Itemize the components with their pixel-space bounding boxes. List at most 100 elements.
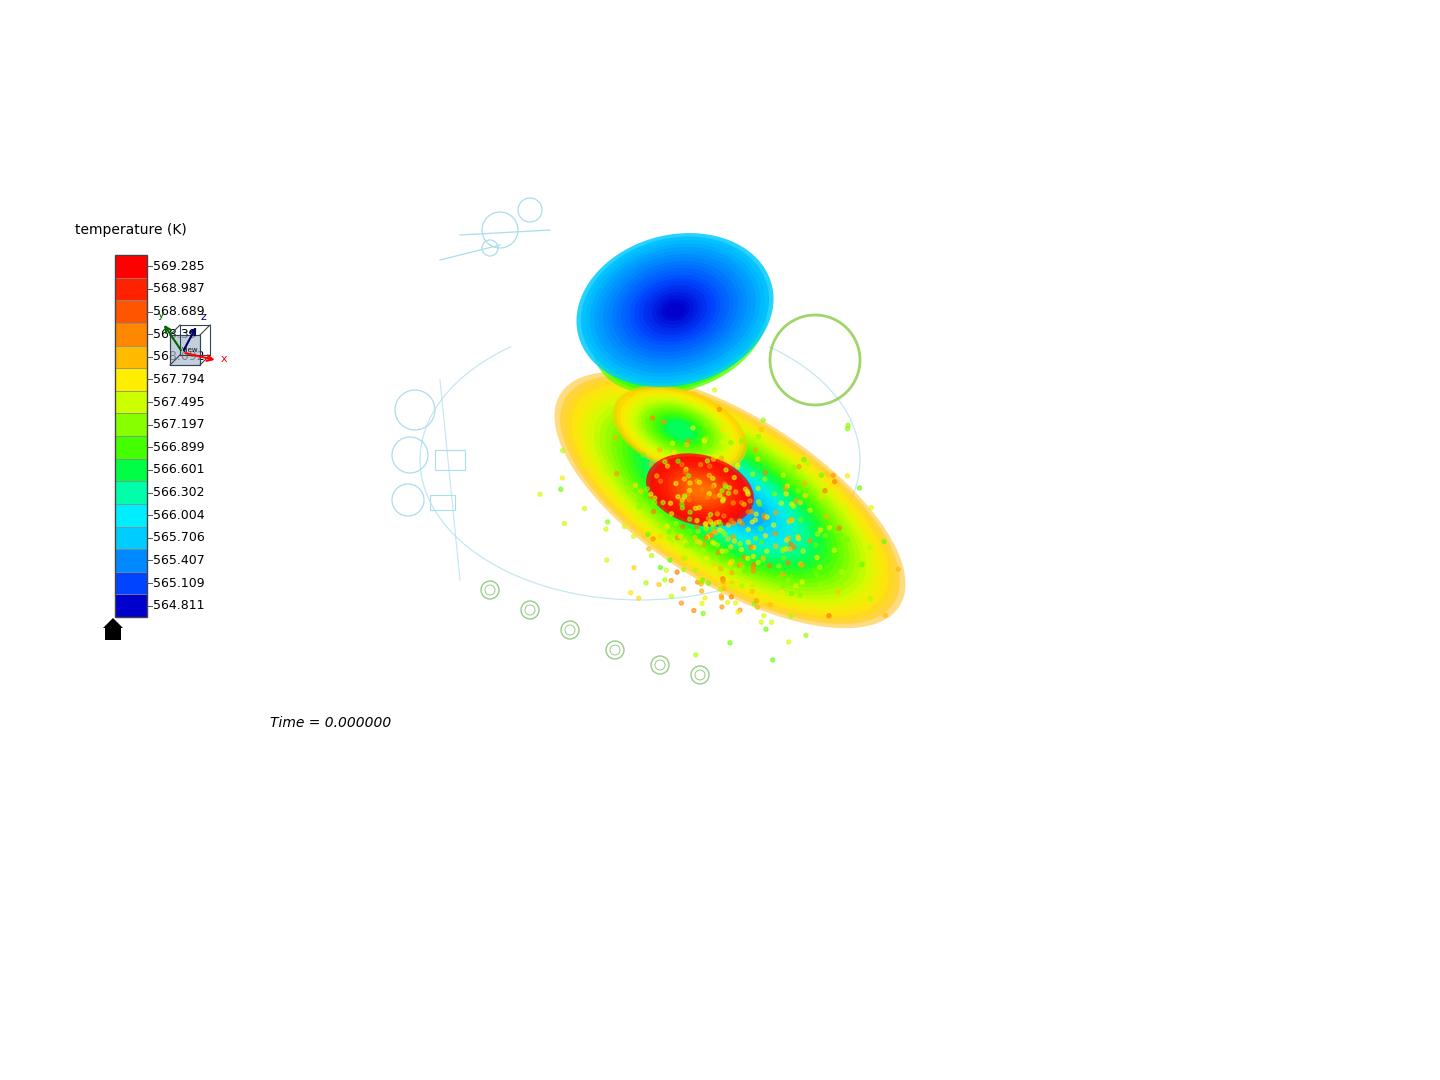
Polygon shape <box>600 272 759 388</box>
Polygon shape <box>605 274 755 386</box>
Circle shape <box>667 537 671 540</box>
Circle shape <box>724 549 729 553</box>
Circle shape <box>714 521 719 525</box>
Circle shape <box>687 488 691 492</box>
Circle shape <box>752 545 756 550</box>
Circle shape <box>755 512 757 516</box>
Circle shape <box>681 586 685 591</box>
Circle shape <box>723 483 727 486</box>
Text: Time = 0.000000: Time = 0.000000 <box>271 716 392 730</box>
Circle shape <box>721 586 726 591</box>
Circle shape <box>783 487 788 491</box>
Circle shape <box>680 602 684 605</box>
Circle shape <box>707 491 711 496</box>
Circle shape <box>632 566 636 569</box>
Polygon shape <box>644 437 815 563</box>
Polygon shape <box>634 296 726 364</box>
Circle shape <box>680 462 684 467</box>
Circle shape <box>747 499 752 503</box>
Circle shape <box>697 577 701 580</box>
Text: 566.899: 566.899 <box>153 441 204 454</box>
Circle shape <box>762 418 765 422</box>
Circle shape <box>721 514 726 518</box>
Circle shape <box>688 529 691 534</box>
Circle shape <box>752 602 756 606</box>
Polygon shape <box>622 421 838 579</box>
Circle shape <box>789 615 793 618</box>
Circle shape <box>684 470 687 474</box>
Polygon shape <box>664 465 737 515</box>
Circle shape <box>721 579 726 583</box>
Circle shape <box>706 459 710 463</box>
Bar <box>115 300 147 323</box>
Circle shape <box>732 501 736 504</box>
Circle shape <box>645 487 649 491</box>
Circle shape <box>721 428 724 432</box>
Polygon shape <box>611 413 850 588</box>
Circle shape <box>824 534 828 538</box>
Circle shape <box>719 567 723 570</box>
Circle shape <box>655 474 660 478</box>
Circle shape <box>733 600 737 605</box>
Circle shape <box>539 492 541 497</box>
Circle shape <box>638 499 642 502</box>
Polygon shape <box>170 335 200 365</box>
Circle shape <box>791 518 793 523</box>
Circle shape <box>693 536 697 540</box>
Circle shape <box>693 568 697 571</box>
Polygon shape <box>655 414 704 446</box>
Polygon shape <box>649 308 710 352</box>
Circle shape <box>868 597 873 600</box>
Circle shape <box>658 566 662 569</box>
Circle shape <box>736 463 740 467</box>
Circle shape <box>818 583 822 588</box>
Circle shape <box>798 500 802 504</box>
Circle shape <box>792 504 796 509</box>
Circle shape <box>717 494 721 498</box>
Circle shape <box>746 491 750 496</box>
Circle shape <box>696 580 700 584</box>
Circle shape <box>670 579 672 582</box>
Circle shape <box>688 481 693 485</box>
Circle shape <box>670 512 674 516</box>
Circle shape <box>755 598 759 603</box>
Circle shape <box>658 515 662 519</box>
Bar <box>115 549 147 571</box>
Polygon shape <box>668 468 733 512</box>
Circle shape <box>691 608 696 612</box>
Circle shape <box>749 582 753 585</box>
Circle shape <box>786 578 791 582</box>
Polygon shape <box>649 442 811 558</box>
Circle shape <box>720 549 724 553</box>
Circle shape <box>658 480 662 483</box>
Circle shape <box>647 546 651 551</box>
Circle shape <box>713 563 717 567</box>
Circle shape <box>762 513 766 517</box>
Circle shape <box>631 507 635 511</box>
Circle shape <box>765 627 768 631</box>
Circle shape <box>711 457 716 461</box>
Circle shape <box>724 468 729 472</box>
Circle shape <box>733 539 736 543</box>
Circle shape <box>832 480 837 484</box>
Circle shape <box>687 440 690 443</box>
Circle shape <box>733 475 736 480</box>
Circle shape <box>667 541 671 545</box>
Circle shape <box>750 521 755 524</box>
Circle shape <box>719 528 721 532</box>
Text: 568.39: 568.39 <box>153 327 197 340</box>
Circle shape <box>737 608 742 612</box>
Polygon shape <box>677 474 724 507</box>
Circle shape <box>729 545 733 549</box>
Bar <box>431 495 455 510</box>
Circle shape <box>801 549 805 553</box>
Circle shape <box>789 517 793 522</box>
Circle shape <box>740 584 744 588</box>
Circle shape <box>706 536 710 540</box>
Circle shape <box>662 578 667 582</box>
Circle shape <box>802 482 806 485</box>
Circle shape <box>714 530 719 535</box>
Circle shape <box>658 535 662 538</box>
Circle shape <box>690 543 694 546</box>
Circle shape <box>740 522 744 526</box>
